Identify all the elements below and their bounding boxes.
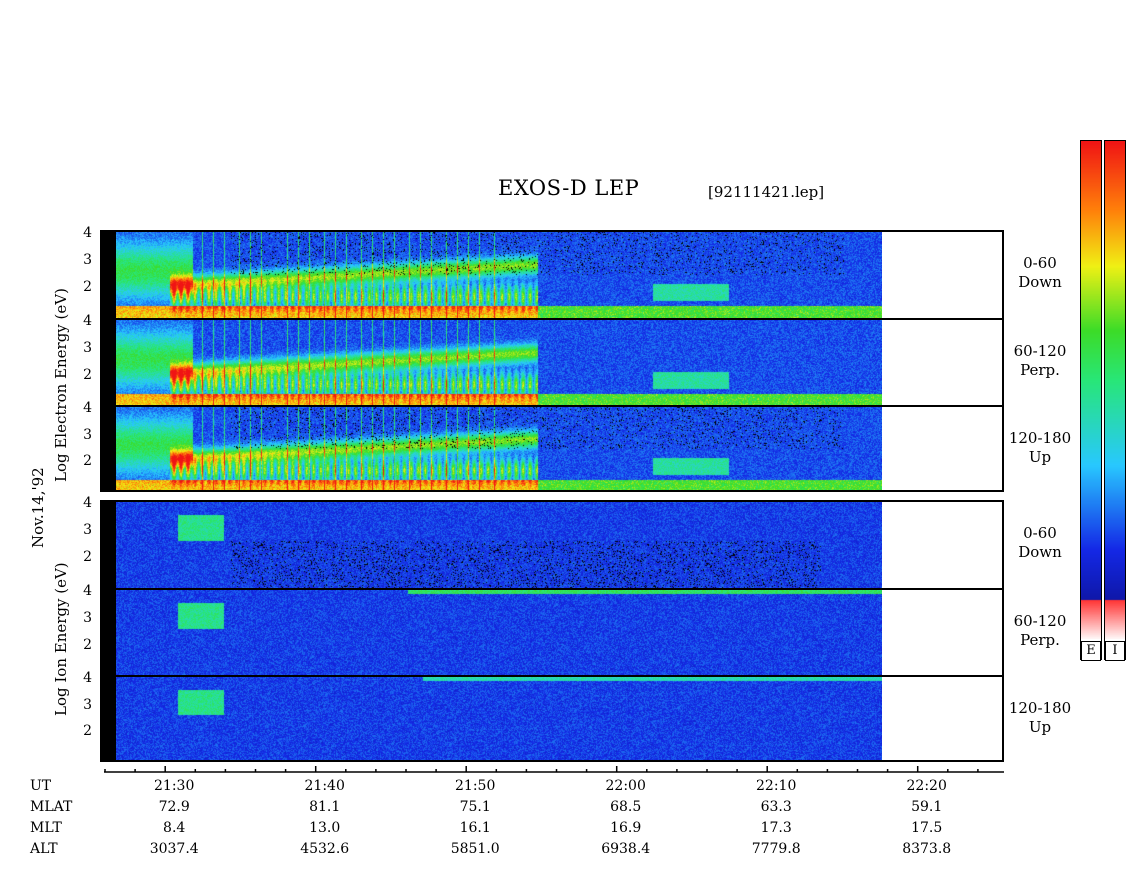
energy-tick-label: 3 xyxy=(83,426,92,443)
pitch-angle-label: 0-60 Down xyxy=(1018,524,1062,561)
energy-tick-label: 2 xyxy=(83,452,92,469)
energy-tick-label: 2 xyxy=(83,637,92,654)
ion-spectrogram-120-180 xyxy=(116,677,882,760)
footer-value-ut: 22:20 xyxy=(906,778,947,794)
footer-value-mlat: 63.3 xyxy=(760,799,792,815)
footer-value-mlt: 16.9 xyxy=(610,820,642,836)
electron-colorbar xyxy=(1080,140,1102,660)
electron-spectrogram-60-120 xyxy=(116,320,882,406)
electron-spectrogram-panel xyxy=(100,230,1004,492)
footer-value-alt: 6938.4 xyxy=(601,841,651,857)
pitch-angle-label: 120-180 Up xyxy=(1008,699,1072,736)
footer-value-mlt: 8.4 xyxy=(163,820,186,836)
panel-divider xyxy=(102,675,1002,677)
footer-row-label: UT xyxy=(30,778,52,794)
footer-row-label: MLAT xyxy=(30,799,73,815)
energy-tick-label: 3 xyxy=(83,252,92,269)
energy-tick-label: 3 xyxy=(83,340,92,357)
chart-title: EXOS-D LEP xyxy=(498,176,640,200)
energy-tick-label: 4 xyxy=(83,583,92,600)
electron-colorbar-label: E xyxy=(1081,641,1101,661)
footer-value-mlat: 75.1 xyxy=(459,799,491,815)
energy-tick-label: 2 xyxy=(83,722,92,739)
time-axis xyxy=(104,766,1004,773)
electron-spectrogram-0-60 xyxy=(116,232,882,318)
electron-axis-label: Log Electron Energy (eV) xyxy=(52,288,70,482)
ion-spectrogram-panel xyxy=(100,500,1004,762)
date-label: Nov.14,'92 xyxy=(29,467,47,548)
footer-value-mlt: 13.0 xyxy=(309,820,341,836)
footer-value-mlt: 16.1 xyxy=(459,820,491,836)
footer-value-ut: 22:10 xyxy=(756,778,797,794)
footer-value-ut: 21:40 xyxy=(304,778,345,794)
ion-spectrogram-0-60 xyxy=(116,502,882,588)
panel-divider xyxy=(102,318,1002,320)
footer-value-alt: 5851.0 xyxy=(450,841,500,857)
panel-divider xyxy=(102,588,1002,590)
footer-value-alt: 4532.6 xyxy=(300,841,350,857)
electron-spectrogram-120-180 xyxy=(116,407,882,490)
energy-tick-label: 4 xyxy=(83,670,92,687)
energy-tick-label: 4 xyxy=(83,313,92,330)
footer-value-mlt: 17.3 xyxy=(760,820,792,836)
footer-value-alt: 8373.8 xyxy=(902,841,952,857)
footer-value-alt: 3037.4 xyxy=(149,841,199,857)
energy-tick-label: 4 xyxy=(83,400,92,417)
pitch-angle-label: 0-60 Down xyxy=(1018,254,1062,291)
energy-tick-label: 3 xyxy=(83,522,92,539)
footer-value-ut: 21:50 xyxy=(455,778,496,794)
pitch-angle-label: 120-180 Up xyxy=(1008,429,1072,466)
file-name: [92111421.lep] xyxy=(708,183,825,201)
footer-value-mlt: 17.5 xyxy=(911,820,943,836)
energy-tick-label: 2 xyxy=(83,367,92,384)
pitch-angle-label: 60-120 Perp. xyxy=(1013,612,1067,649)
energy-tick-label: 3 xyxy=(83,696,92,713)
footer-value-ut: 21:30 xyxy=(154,778,195,794)
energy-tick-label: 2 xyxy=(83,549,92,566)
data-gap-bar xyxy=(102,502,116,760)
footer-row-label: MLT xyxy=(30,820,62,836)
data-gap-bar xyxy=(102,232,116,490)
pitch-angle-label: 60-120 Perp. xyxy=(1013,342,1067,379)
ion-colorbar-label: I xyxy=(1105,641,1125,661)
ion-spectrogram-60-120 xyxy=(116,590,882,676)
energy-tick-label: 4 xyxy=(83,495,92,512)
ion-colorbar xyxy=(1104,140,1126,660)
footer-value-ut: 22:00 xyxy=(605,778,646,794)
energy-tick-label: 2 xyxy=(83,279,92,296)
footer-value-alt: 7779.8 xyxy=(751,841,801,857)
footer-value-mlat: 59.1 xyxy=(911,799,943,815)
footer-value-mlat: 81.1 xyxy=(309,799,341,815)
footer-value-mlat: 68.5 xyxy=(610,799,642,815)
footer-row-label: ALT xyxy=(30,841,58,857)
energy-tick-label: 4 xyxy=(83,225,92,242)
panel-divider xyxy=(102,405,1002,407)
energy-tick-label: 3 xyxy=(83,610,92,627)
ion-axis-label: Log Ion Energy (eV) xyxy=(52,562,70,716)
footer-value-mlat: 72.9 xyxy=(158,799,190,815)
